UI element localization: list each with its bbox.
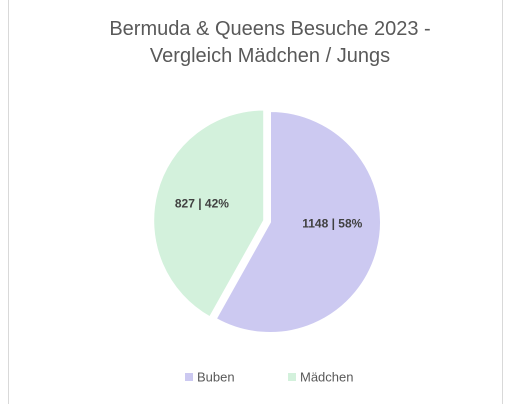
legend-swatch — [185, 373, 193, 381]
chart-frame — [8, 0, 503, 404]
legend-label: Mädchen — [300, 369, 353, 384]
chart-title: Bermuda & Queens Besuche 2023 - Vergleic… — [109, 18, 431, 67]
legend-label: Buben — [197, 369, 235, 384]
pie-slice — [152, 108, 266, 319]
data-label: 827 | 42% — [175, 196, 229, 210]
pie-slice — [214, 109, 382, 334]
data-label: 1148 | 58% — [302, 216, 362, 230]
legend-swatch — [288, 373, 296, 381]
